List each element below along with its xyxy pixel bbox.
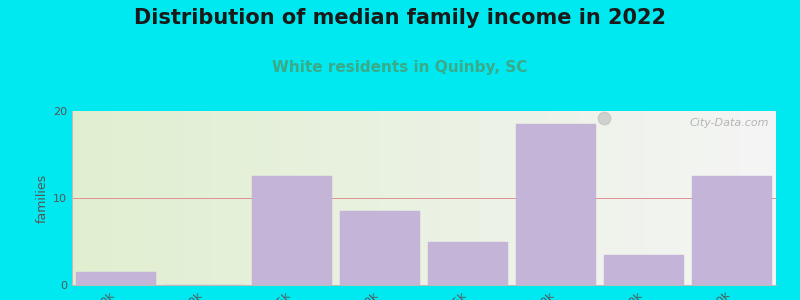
Bar <box>515 124 597 285</box>
Bar <box>691 176 773 285</box>
Bar <box>251 176 333 285</box>
Bar <box>75 272 157 285</box>
Text: Distribution of median family income in 2022: Distribution of median family income in … <box>134 8 666 28</box>
Y-axis label: families: families <box>36 173 49 223</box>
Bar <box>427 242 509 285</box>
Text: White residents in Quinby, SC: White residents in Quinby, SC <box>272 60 528 75</box>
Text: City-Data.com: City-Data.com <box>690 118 769 128</box>
Bar <box>339 211 421 285</box>
Bar <box>603 254 685 285</box>
